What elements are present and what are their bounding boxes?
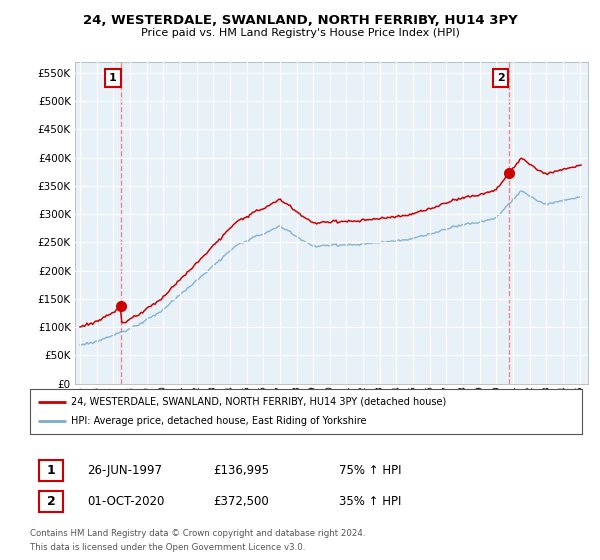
Text: 75% ↑ HPI: 75% ↑ HPI	[339, 464, 401, 477]
Text: 24, WESTERDALE, SWANLAND, NORTH FERRIBY, HU14 3PY: 24, WESTERDALE, SWANLAND, NORTH FERRIBY,…	[83, 14, 517, 27]
Text: Contains HM Land Registry data © Crown copyright and database right 2024.: Contains HM Land Registry data © Crown c…	[30, 529, 365, 538]
Text: Price paid vs. HM Land Registry's House Price Index (HPI): Price paid vs. HM Land Registry's House …	[140, 28, 460, 38]
Text: HPI: Average price, detached house, East Riding of Yorkshire: HPI: Average price, detached house, East…	[71, 417, 367, 427]
Text: 01-OCT-2020: 01-OCT-2020	[87, 494, 164, 508]
Text: 35% ↑ HPI: 35% ↑ HPI	[339, 494, 401, 508]
Text: This data is licensed under the Open Government Licence v3.0.: This data is licensed under the Open Gov…	[30, 543, 305, 552]
Text: 1: 1	[109, 73, 117, 83]
Text: £136,995: £136,995	[213, 464, 269, 477]
Text: 2: 2	[47, 494, 55, 508]
Text: 1: 1	[47, 464, 55, 477]
Text: £372,500: £372,500	[213, 494, 269, 508]
Text: 26-JUN-1997: 26-JUN-1997	[87, 464, 162, 477]
Text: 2: 2	[497, 73, 505, 83]
Text: 24, WESTERDALE, SWANLAND, NORTH FERRIBY, HU14 3PY (detached house): 24, WESTERDALE, SWANLAND, NORTH FERRIBY,…	[71, 396, 446, 407]
